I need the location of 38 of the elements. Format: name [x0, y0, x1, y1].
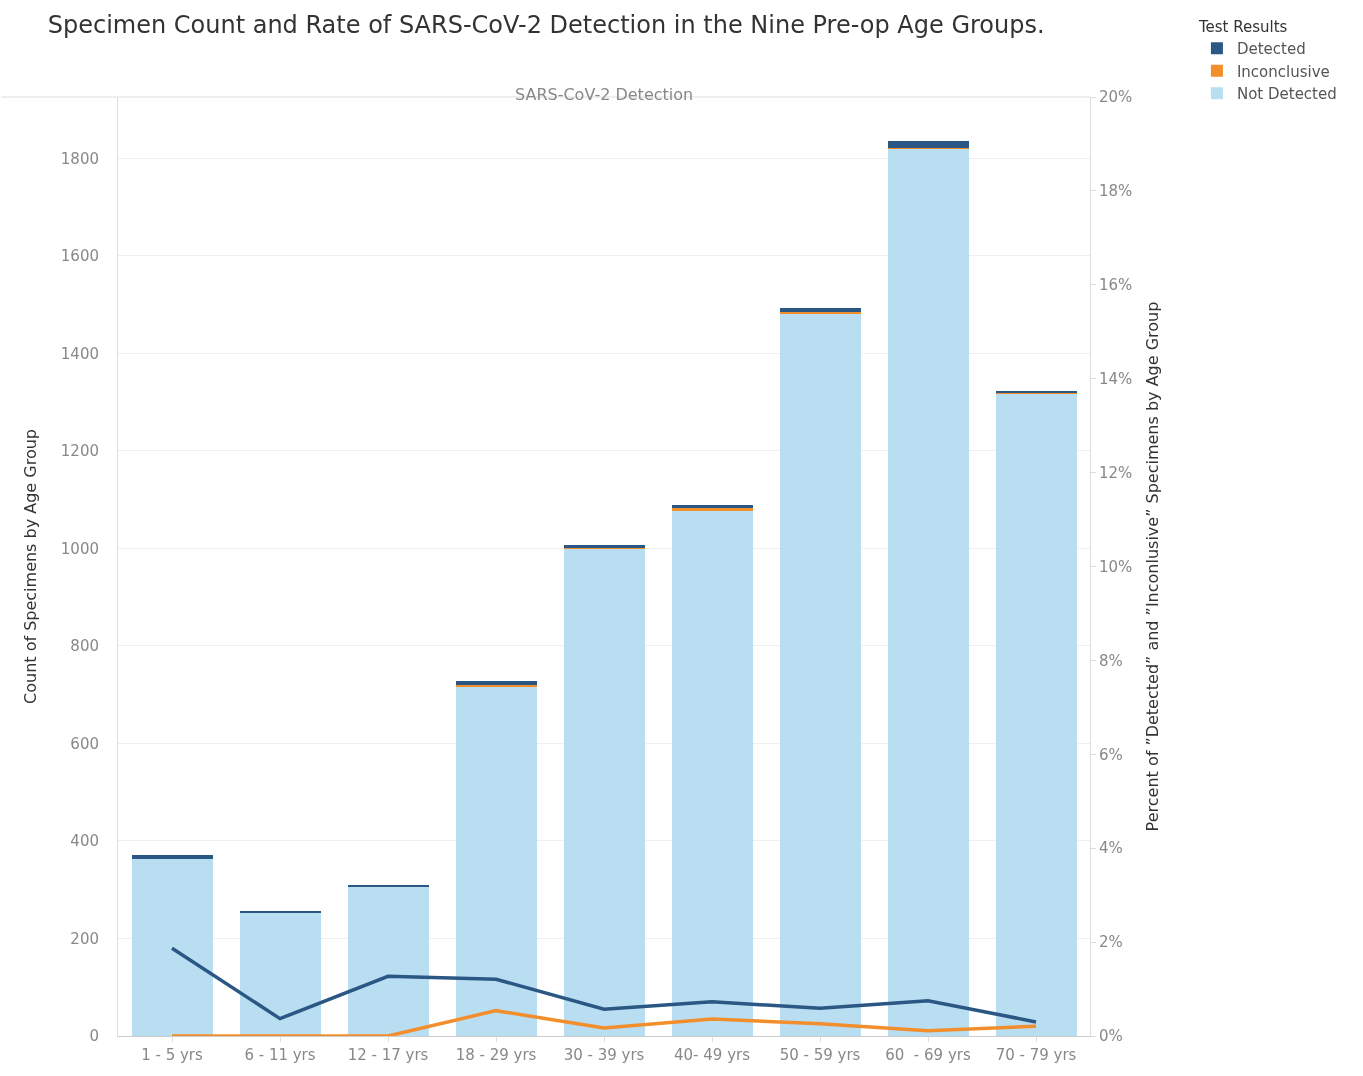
- chart-subtitle: SARS-CoV-2 Detection: [515, 85, 694, 104]
- x-tick-label: 70 - 79 yrs: [995, 1046, 1077, 1064]
- y2-tick-label: 8%: [1099, 651, 1123, 670]
- y2-tick-label: 12%: [1099, 463, 1133, 482]
- y-tick-label: 600: [70, 734, 99, 753]
- y-tick-label: 1600: [60, 247, 99, 266]
- y-tick-label: 1400: [60, 344, 99, 363]
- y2-tick-label: 20%: [1099, 88, 1133, 107]
- y2-tick-label: 0%: [1099, 1027, 1123, 1046]
- x-tick-label: 18 - 29 yrs: [455, 1046, 537, 1064]
- x-tick-label: 60 - 69 yrs: [885, 1046, 971, 1064]
- y-tick-label: 400: [70, 832, 99, 851]
- x-tick-label: 12 - 17 yrs: [347, 1046, 429, 1064]
- legend-label: Not Detected: [1236, 85, 1337, 104]
- y2-axis-title: Percent of ”Detected” and ”Inconlusive” Specimens by Age Group: [1143, 301, 1163, 832]
- x-tick-label: 1 - 5 yrs: [141, 1046, 204, 1064]
- y2-tick-label: 10%: [1099, 557, 1133, 576]
- x-tick-label: 6 - 11 yrs: [244, 1046, 316, 1064]
- legend-title: Test Results: [1197, 17, 1288, 36]
- y-tick-label: 800: [70, 637, 99, 656]
- legend-label: Inconclusive: [1236, 62, 1330, 81]
- x-tick-label: 40- 49 yrs: [674, 1046, 751, 1064]
- y-tick-label: 200: [70, 929, 99, 948]
- y2-tick-label: 14%: [1099, 369, 1133, 388]
- y2-tick-label: 2%: [1099, 933, 1123, 952]
- y-axis-title: Count of Specimens by Age Group: [20, 429, 40, 704]
- x-tick-label: 30 - 39 yrs: [563, 1046, 645, 1064]
- y2-tick-label: 4%: [1099, 839, 1123, 858]
- y2-tick-label: 16%: [1099, 276, 1133, 295]
- y-tick-label: 1000: [60, 539, 99, 558]
- y-tick-label: 1200: [60, 442, 99, 461]
- y2-tick-label: 18%: [1099, 182, 1133, 201]
- x-tick-label: 50 - 59 yrs: [779, 1046, 861, 1064]
- chart-title: Specimen Count and Rate of SARS-CoV-2 Detection in the Nine Pre-op Age Groups.: [47, 10, 1045, 39]
- y2-tick-label: 6%: [1099, 745, 1123, 764]
- y-tick-label: 0: [89, 1027, 99, 1046]
- y-tick-label: 1800: [60, 149, 99, 168]
- legend-label: Detected: [1236, 40, 1306, 59]
